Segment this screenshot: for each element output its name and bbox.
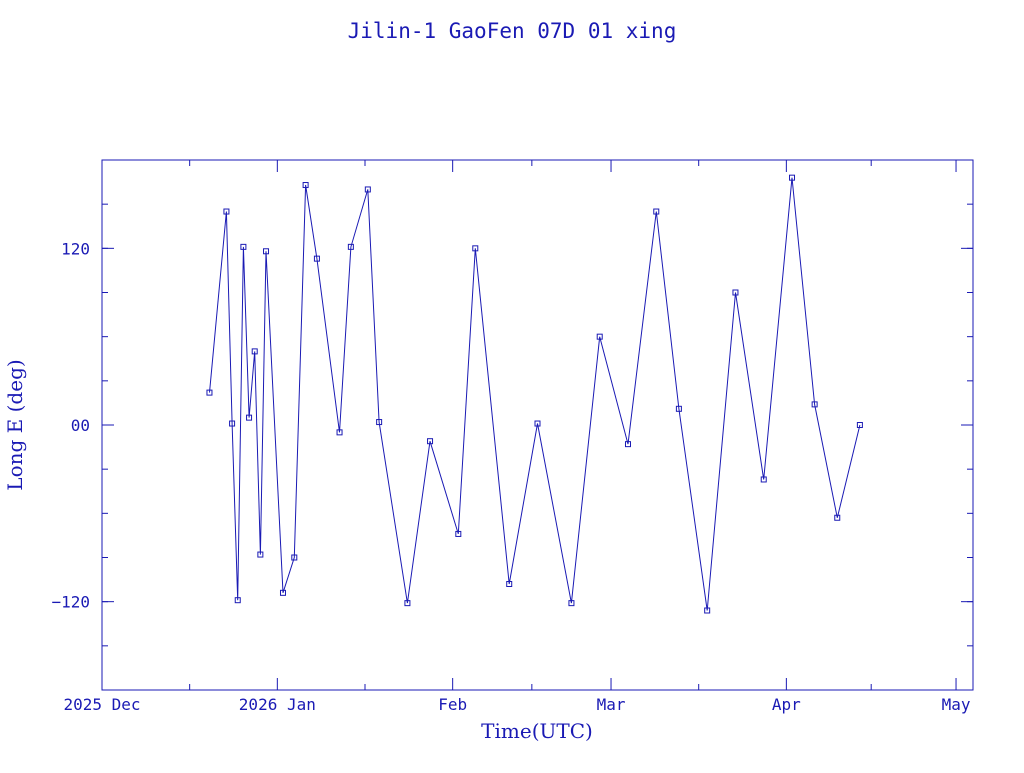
data-point (472, 245, 479, 252)
x-tick-label: Mar (597, 695, 626, 714)
y-axis-label: Long E (deg) (3, 359, 27, 490)
y-tick-label: 00 (71, 416, 90, 435)
data-point (596, 333, 603, 340)
data-point (534, 420, 541, 427)
data-point (206, 389, 213, 396)
chart-title: Jilin-1 GaoFen 07D 01 xing (348, 19, 677, 43)
y-tick-label: −120 (51, 593, 90, 612)
y-tick-label: 120 (61, 239, 90, 258)
data-point (653, 208, 660, 215)
data-point (223, 208, 230, 215)
data-point (302, 182, 309, 189)
data-point (675, 405, 682, 412)
data-point (732, 289, 739, 296)
x-tick-label: 2025 Dec (63, 695, 140, 714)
data-point (856, 422, 863, 428)
data-point (427, 438, 434, 445)
data-point (336, 429, 343, 436)
data-point (279, 589, 286, 596)
data-point (251, 348, 258, 355)
data-point (506, 581, 513, 587)
data-point (347, 243, 354, 250)
data-point (624, 441, 631, 448)
data-point (246, 414, 253, 421)
data-point (263, 248, 270, 255)
data-point (834, 514, 841, 521)
data-point (789, 174, 796, 181)
plot-area (206, 174, 863, 614)
data-point (568, 600, 575, 607)
data-point (811, 401, 818, 408)
x-tick-label: Apr (772, 695, 801, 714)
data-point (291, 554, 298, 561)
data-point (257, 551, 264, 558)
x-axis: 2025 Dec 2026 Jan Feb Mar Apr May (63, 160, 971, 714)
data-point (455, 530, 462, 537)
x-tick-label: May (942, 695, 971, 714)
y-axis: −120 00 120 (51, 203, 973, 647)
series-line (209, 177, 861, 611)
data-point (364, 186, 371, 193)
data-point (376, 419, 383, 426)
data-point (234, 597, 241, 604)
x-axis-label: Time(UTC) (481, 719, 593, 743)
data-point (240, 243, 247, 250)
data-point (313, 255, 320, 262)
x-tick-label: Feb (438, 695, 467, 714)
data-point (229, 420, 236, 427)
data-point (404, 600, 411, 607)
x-tick-label: 2026 Jan (239, 695, 316, 714)
data-point (704, 607, 711, 614)
data-point (760, 476, 767, 483)
